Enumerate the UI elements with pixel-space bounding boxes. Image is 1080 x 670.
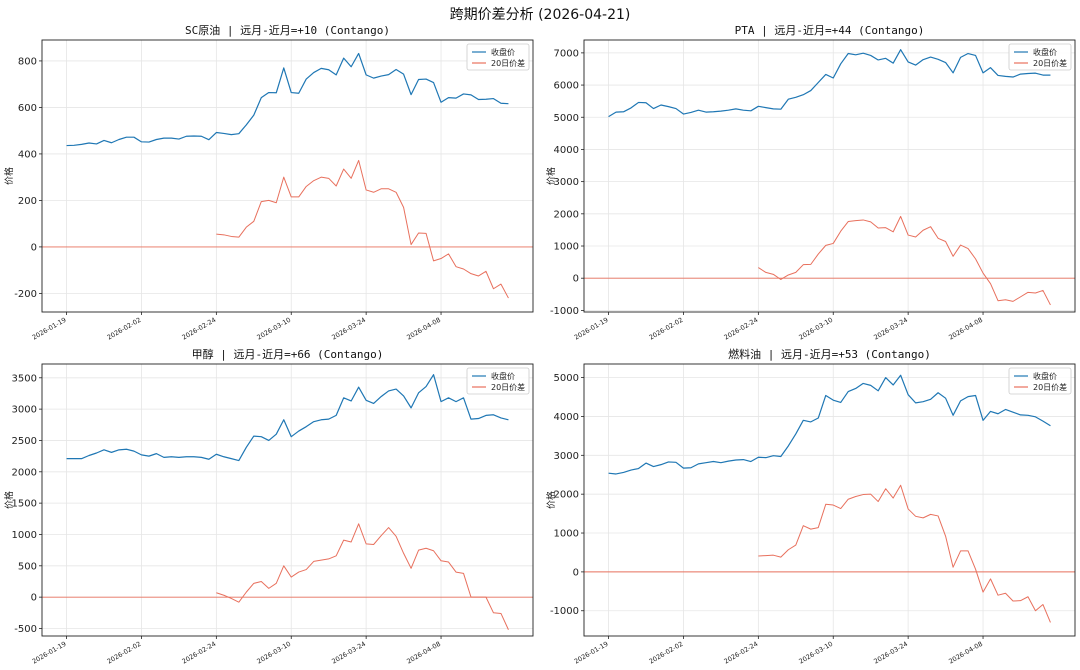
y-axis-label: 价格 bbox=[3, 491, 15, 509]
x-tick-label: 2026-02-02 bbox=[648, 640, 685, 666]
x-tick-label: 2026-01-19 bbox=[31, 640, 68, 666]
spread-line bbox=[758, 484, 1051, 623]
y-axis-label: 价格 bbox=[545, 491, 557, 509]
x-tick-label: 2026-01-19 bbox=[31, 316, 68, 342]
x-tick-label: 2026-04-08 bbox=[947, 316, 984, 342]
y-tick-label: 4000 bbox=[554, 412, 579, 423]
x-tick-label: 2026-04-08 bbox=[405, 316, 442, 342]
y-tick-label: -1000 bbox=[550, 606, 579, 617]
y-tick-label: 0 bbox=[573, 567, 579, 578]
legend-close-label: 收盘价 bbox=[1033, 371, 1057, 381]
y-tick-label: 500 bbox=[18, 561, 37, 572]
axes-frame bbox=[41, 363, 534, 637]
y-tick-label: 1000 bbox=[554, 529, 579, 540]
close-price-line bbox=[608, 374, 1051, 475]
axes-frame bbox=[41, 39, 534, 313]
x-tick-label: 2026-01-19 bbox=[573, 316, 610, 342]
x-tick-label: 2026-04-08 bbox=[405, 640, 442, 666]
chart-panel-1: -200 0 200 400 600 800 2026-01-19 2026-02-02 202… bbox=[3, 23, 534, 342]
x-tick-label: 2026-02-24 bbox=[723, 640, 760, 666]
legend-close-label: 收盘价 bbox=[1033, 47, 1057, 57]
y-tick-label: 0 bbox=[573, 274, 579, 285]
y-tick-label: 2000 bbox=[554, 490, 579, 501]
y-tick-label: 2000 bbox=[554, 209, 579, 220]
y-axis-label: 价格 bbox=[545, 167, 557, 185]
chart-panel-2: -1000 0 1000 2000 3000 4000 5000 6000 7000 2026-0… bbox=[545, 24, 1076, 342]
y-tick-label: 800 bbox=[18, 56, 37, 67]
x-tick-label: 2026-02-02 bbox=[106, 640, 143, 666]
legend-close-label: 收盘价 bbox=[491, 371, 515, 381]
y-tick-label: 200 bbox=[18, 196, 37, 207]
y-tick-label: 3500 bbox=[12, 373, 37, 384]
close-price-line bbox=[66, 52, 509, 147]
close-price-line bbox=[66, 374, 509, 462]
y-tick-label: 5000 bbox=[554, 113, 579, 124]
y-tick-label: 3000 bbox=[554, 451, 579, 462]
legend-spread-label: 20日价差 bbox=[491, 58, 525, 68]
x-tick-label: 2026-02-24 bbox=[723, 316, 760, 342]
axes-frame bbox=[583, 363, 1076, 637]
y-tick-label: 1000 bbox=[554, 242, 579, 253]
y-tick-label: 3000 bbox=[12, 405, 37, 416]
y-tick-label: -1000 bbox=[550, 306, 579, 317]
y-axis-label: 价格 bbox=[3, 167, 15, 185]
x-tick-label: 2026-02-02 bbox=[106, 316, 143, 342]
y-tick-label: 0 bbox=[31, 242, 37, 253]
y-tick-label: 2500 bbox=[12, 436, 37, 447]
chart-title: 燃料油 | 远月-近月=+53 (Contango) bbox=[728, 347, 931, 361]
x-tick-label: 2026-04-08 bbox=[947, 640, 984, 666]
y-tick-label: -200 bbox=[14, 289, 37, 300]
chart-title: SC原油 | 远月-近月=+10 (Contango) bbox=[185, 23, 390, 37]
close-price-line bbox=[608, 49, 1051, 118]
y-tick-label: 2000 bbox=[12, 467, 37, 478]
y-tick-label: 7000 bbox=[554, 48, 579, 59]
y-tick-label: 6000 bbox=[554, 81, 579, 92]
x-tick-label: 2026-02-24 bbox=[181, 316, 218, 342]
x-tick-label: 2026-01-19 bbox=[573, 640, 610, 666]
y-tick-label: 600 bbox=[18, 103, 37, 114]
spread-line bbox=[216, 159, 509, 299]
spread-line bbox=[216, 523, 509, 630]
figure-title: 跨期价差分析 (2026-04-21) bbox=[449, 7, 631, 23]
chart-title: PTA | 远月-近月=+44 (Contango) bbox=[735, 24, 925, 37]
y-tick-label: 400 bbox=[18, 149, 37, 160]
chart-panel-3: -500 0 500 1000 1500 2000 2500 3000 3500 2026-01-… bbox=[3, 347, 534, 666]
y-tick-label: 4000 bbox=[554, 145, 579, 156]
y-tick-label: 0 bbox=[31, 593, 37, 604]
legend-spread-label: 20日价差 bbox=[491, 382, 525, 392]
x-tick-label: 2026-03-24 bbox=[872, 316, 909, 342]
chart-title: 甲醇 | 远月-近月=+66 (Contango) bbox=[192, 347, 384, 361]
x-tick-label: 2026-03-10 bbox=[798, 316, 835, 342]
chart-panel-4: -1000 0 1000 2000 3000 4000 5000 2026-01-19 2026… bbox=[545, 347, 1076, 666]
y-tick-label: -500 bbox=[14, 624, 37, 635]
x-tick-label: 2026-03-24 bbox=[872, 640, 909, 666]
legend-spread-label: 20日价差 bbox=[1033, 58, 1067, 68]
y-tick-label: 1000 bbox=[12, 530, 37, 541]
x-tick-label: 2026-02-02 bbox=[648, 316, 685, 342]
y-tick-label: 5000 bbox=[554, 373, 579, 384]
x-tick-label: 2026-03-10 bbox=[256, 316, 293, 342]
legend-spread-label: 20日价差 bbox=[1033, 382, 1067, 392]
spread-line bbox=[758, 215, 1051, 306]
x-tick-label: 2026-03-24 bbox=[330, 316, 367, 342]
x-tick-label: 2026-03-10 bbox=[256, 640, 293, 666]
legend-close-label: 收盘价 bbox=[491, 47, 515, 57]
axes-frame bbox=[583, 39, 1076, 313]
x-tick-label: 2026-02-24 bbox=[181, 640, 218, 666]
x-tick-label: 2026-03-24 bbox=[330, 640, 367, 666]
y-tick-label: 1500 bbox=[12, 499, 37, 510]
x-tick-label: 2026-03-10 bbox=[798, 640, 835, 666]
y-tick-label: 3000 bbox=[554, 177, 579, 188]
